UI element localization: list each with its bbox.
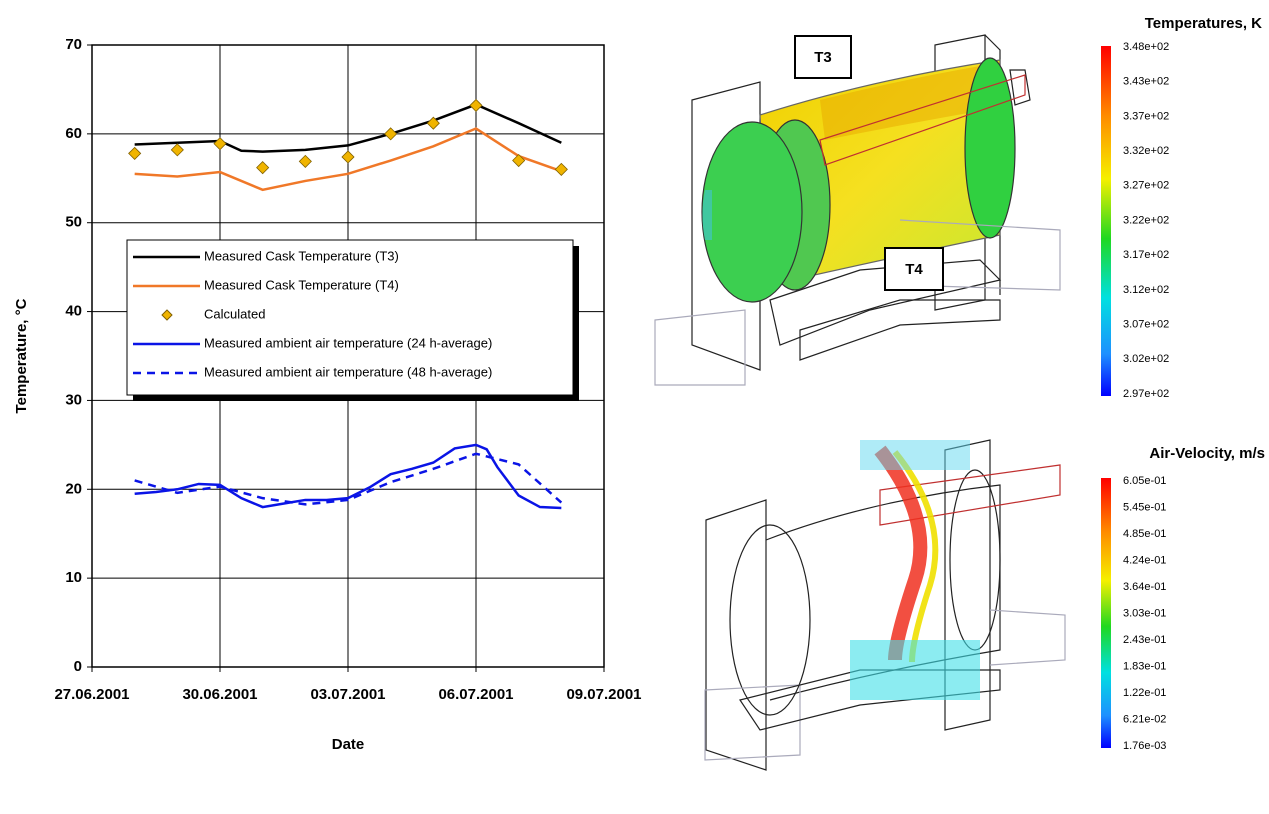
x-tick-label: 27.06.2001 [54,686,129,703]
colorbar-label: 1.76e-03 [1123,740,1166,752]
x-tick-label: 30.06.2001 [182,686,257,703]
colorbar-label: 2.97e+02 [1123,388,1169,400]
x-axis-label: Date [332,736,365,753]
marker [171,144,183,156]
y-tick-label: 0 [74,658,82,675]
colorbar-label: 3.17e+02 [1123,249,1169,261]
x-tick-label: 03.07.2001 [310,686,385,703]
colorbar-label: 3.07e+02 [1123,319,1169,331]
colorbar-title: Air-Velocity, m/s [1149,445,1265,462]
y-tick-label: 50 [65,214,82,231]
colorbar-label: 3.02e+02 [1123,353,1169,365]
y-tick-label: 60 [65,125,82,142]
colorbar-title: Temperatures, K [1145,15,1262,32]
colorbar-label: 2.43e-01 [1123,634,1166,646]
colorbar-label: 3.03e-01 [1123,607,1166,619]
y-tick-label: 40 [65,303,82,320]
marker [299,155,311,167]
marker [385,128,397,140]
temperature-colorbar: Temperatures, K [1101,15,1262,396]
colorbar-label: 6.21e-02 [1123,713,1166,725]
velocity-render [705,440,1065,770]
y-tick-label: 70 [65,36,82,53]
marker [470,99,482,111]
legend-label: Measured ambient air temperature (48 h-a… [204,364,492,379]
figure: Temperature, °C Date 0 10 20 30 40 50 60 70 27.0… [0,0,1269,814]
colorbar-label: 5.45e-01 [1123,501,1166,513]
colorbar-label: 3.12e+02 [1123,284,1169,296]
x-tick-label: 09.07.2001 [566,686,641,703]
marker [342,151,354,163]
y-tick-label: 20 [65,480,82,497]
marker-label: T3 [814,49,832,66]
legend-label: Measured ambient air temperature (24 h-a… [204,335,492,350]
colorbar-label: 6.05e-01 [1123,475,1166,487]
colorbar-label: 1.22e-01 [1123,687,1166,699]
colorbar-label: 3.64e-01 [1123,581,1166,593]
colorbar-label: 3.43e+02 [1123,76,1169,88]
marker [555,163,567,175]
colorbar-label: 4.24e-01 [1123,554,1166,566]
y-axis-label: Temperature, °C [13,298,30,413]
marker [257,162,269,174]
legend-label: Measured Cask Temperature (T3) [204,248,399,263]
marker [214,138,226,150]
y-tick-label: 10 [65,569,82,586]
legend-label: Calculated [204,306,265,321]
marker [129,147,141,159]
colorbar-label: 3.37e+02 [1123,110,1169,122]
colorbar-label: 3.48e+02 [1123,41,1169,53]
temperature-render [655,35,1060,385]
y-tick-label: 30 [65,391,82,408]
velocity-colorbar: Air-Velocity, m/s [1101,445,1265,748]
colorbar-label: 4.85e-01 [1123,528,1166,540]
x-tick-label: 06.07.2001 [438,686,513,703]
colorbar-label: 1.83e-01 [1123,660,1166,672]
colorbar [1101,46,1111,396]
legend-label: Measured Cask Temperature (T4) [204,277,399,292]
chart: Temperature, °C Date 0 10 20 30 40 50 60 70 27.0… [13,36,642,753]
colorbar-label: 3.22e+02 [1123,214,1169,226]
colorbar [1101,478,1111,748]
colorbar-label: 3.32e+02 [1123,145,1169,157]
colorbar-label: 3.27e+02 [1123,180,1169,192]
marker-label: T4 [905,261,923,278]
